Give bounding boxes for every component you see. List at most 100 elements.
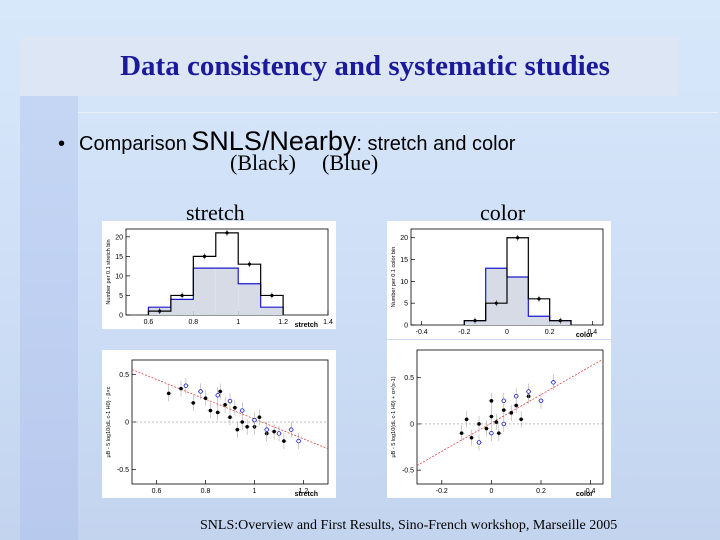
y-tick-label: 0.5 [404, 375, 414, 382]
histogram-bar-blue [215, 268, 239, 315]
x-tick-label: 0.8 [188, 319, 198, 326]
scatter-point-black [514, 403, 518, 408]
scatter-point-blue [289, 427, 294, 432]
scatter-point-black [489, 399, 494, 403]
scatter-point-blue [215, 393, 220, 398]
scatter-point-blue [252, 417, 257, 423]
y-tick-label: 10 [115, 273, 123, 280]
x-tick-label: -0.2 [436, 488, 448, 495]
scatter-point-black [519, 417, 523, 422]
dataset-separator: / [261, 126, 270, 156]
x-tick-label: 0 [489, 488, 493, 495]
scatter-point-black [477, 422, 481, 426]
x-tick-label: 0 [505, 329, 509, 336]
scatter-point-black [489, 414, 494, 419]
x-tick-label: 1.4 [323, 319, 333, 326]
y-tick-label: 0 [119, 313, 123, 320]
x-tick-label: -0.2 [458, 329, 470, 336]
y-tick-label: 5 [404, 301, 408, 308]
scatter-point-blue [526, 389, 531, 394]
scatter-point-black [223, 403, 227, 407]
scatter-point-blue [264, 427, 269, 432]
scatter-point-black [497, 431, 501, 435]
bullet-suffix: : stretch and color [356, 133, 516, 155]
y-axis-label: μB - 5 log10(dL c-1 H0) + α×(s-1) [391, 376, 397, 457]
x-tick-label: 1 [236, 319, 240, 326]
scatter-point-black [464, 417, 469, 422]
stretch-histogram: 0.6 0.8 1 1.2 1.4 0 5 10 15 20 stretch Number per 0… [106, 228, 333, 329]
histogram-bar-blue [528, 316, 550, 325]
dataset-b: Nearby [269, 126, 357, 156]
y-tick-label: 0 [404, 323, 408, 330]
y-axis-label: Number per 0.1 stretch bin [106, 239, 112, 304]
legend-note-black: (Black) [230, 150, 296, 175]
histogram-bar-blue [260, 307, 284, 315]
bullet-prefix: Comparison [79, 133, 187, 155]
x-tick-label: 0.2 [536, 488, 546, 495]
scatter-point-blue [276, 431, 282, 436]
x-axis-label: stretch [295, 491, 318, 498]
color-histogram: -0.4 -0.2 0 0.2 0.4 0 5 10 15 20 color Number per 0… [391, 228, 604, 339]
x-tick-label: 0.4 [587, 329, 597, 336]
x-axis-label: color [576, 332, 593, 339]
x-tick-label: 1 [253, 488, 257, 495]
scatter-point-blue [551, 380, 556, 385]
fit-line [416, 358, 604, 466]
footer-citation: SNLS:Overview and First Results, Sino-Fr… [200, 518, 618, 533]
y-axis-label: Number per 0.1 color bin [391, 247, 397, 308]
bullet-line: • Comparison SNLS/Nearby: stretch and col… [58, 126, 515, 157]
divider [78, 112, 718, 113]
scatter-point-black [228, 415, 232, 420]
y-tick-label: -0.5 [402, 468, 414, 475]
x-tick-label: 1.2 [278, 319, 288, 326]
y-tick-label: 0 [125, 420, 129, 427]
histogram-bar-blue [193, 268, 216, 315]
scatter-point-blue [538, 398, 544, 404]
x-axis-label: color [576, 491, 593, 498]
bullet-icon: • [58, 133, 66, 155]
x-tick-label: 0.6 [144, 319, 154, 326]
scatter-point-black [215, 410, 220, 415]
x-tick-label: 0.8 [201, 488, 211, 495]
x-tick-label: 0.6 [152, 488, 162, 495]
scatter-point-blue [296, 438, 301, 444]
scatter-point-black [179, 386, 183, 391]
y-tick-label: 0 [410, 421, 414, 428]
histogram-bar-blue [485, 268, 507, 325]
histogram-bar-blue [507, 277, 529, 325]
panel-label-stretch: stretch [186, 200, 245, 225]
scatter-point-black [166, 391, 171, 396]
scatter-point-black [257, 415, 262, 420]
scatter-point-black [233, 405, 237, 410]
stretch-histogram-panel: 0.6 0.8 1 1.2 1.4 0 5 10 15 20 stretch Number per 0… [102, 221, 336, 329]
left-accent-bar [20, 36, 78, 540]
scatter-point-blue [227, 398, 233, 404]
scatter-point-black [282, 439, 286, 443]
scatter-point-black [502, 408, 506, 412]
x-tick-label: 0.2 [545, 329, 555, 336]
fit-line [131, 369, 329, 450]
scatter-point-blue [198, 389, 203, 394]
scatter-point-black [235, 427, 240, 432]
scatter-point-black [203, 396, 208, 400]
y-tick-label: 0.5 [119, 372, 129, 379]
legend-note-blue: (Blue) [322, 150, 379, 175]
scatter-point-black [484, 426, 489, 431]
scatter-point-black [191, 401, 196, 405]
title-box [20, 36, 678, 96]
scatter-point-black [245, 424, 249, 429]
y-tick-label: 15 [400, 257, 408, 264]
slide-title: Data consistency and systematic studies [120, 50, 610, 82]
scatter-point-blue [501, 398, 506, 404]
y-axis-label: μB - 5 log10(dL c-1 H0) - β×c [106, 386, 112, 457]
y-tick-label: 10 [400, 279, 408, 286]
scatter-point-black [509, 411, 514, 415]
x-tick-label: 0.4 [586, 488, 596, 495]
scatter-point-black [272, 429, 276, 434]
x-axis-label: stretch [295, 322, 318, 329]
y-tick-label: 5 [119, 293, 123, 300]
y-tick-label: 20 [400, 235, 408, 242]
scatter-point-black [240, 420, 245, 424]
scatter-point-black [218, 389, 222, 394]
color-scatter-panel: -0.2 0 0.2 0.4 -0.5 0 0.5 color μB - 5 log10(dL … [387, 340, 611, 498]
